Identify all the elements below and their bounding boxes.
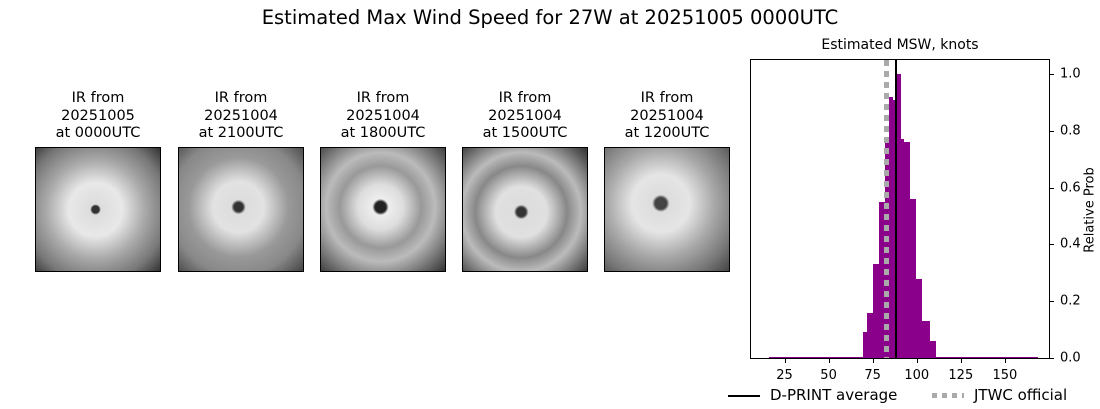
histogram-bar — [879, 201, 886, 358]
ir-image — [178, 147, 304, 272]
ir-caption: IR from 20251004 at 1500UTC — [482, 90, 568, 141]
ir-image — [35, 147, 161, 272]
ir-panel-2: IR from 20251004 at 2100UTC — [178, 90, 304, 272]
dotted-line-icon — [932, 393, 964, 398]
ir-caption: IR from 20251005 at 0000UTC — [55, 90, 141, 141]
histogram-bar — [897, 74, 902, 358]
figure-title: Estimated Max Wind Speed for 27W at 2025… — [261, 6, 839, 29]
ir-caption: IR from 20251004 at 1200UTC — [624, 90, 710, 141]
x-tick-label: 50 — [820, 368, 837, 383]
solid-line-icon — [728, 394, 760, 397]
x-tick — [1004, 359, 1006, 363]
y-tick — [1050, 130, 1054, 132]
histogram-bar — [873, 264, 880, 358]
histogram-bar — [889, 96, 894, 358]
histogram-bar — [768, 357, 864, 358]
y-tick-label: 1.0 — [1060, 66, 1081, 82]
x-tick-label: 125 — [948, 368, 974, 383]
histogram-bar — [909, 199, 916, 358]
ir-image — [604, 147, 730, 272]
ir-image — [462, 147, 588, 272]
y-tick — [1050, 244, 1054, 246]
histogram-bar — [915, 278, 922, 358]
x-tick-label: 150 — [992, 368, 1018, 383]
legend-jtwc: JTWC official — [932, 386, 1067, 404]
y-tick-label: 0.2 — [1060, 293, 1081, 309]
jtwc-official-line — [884, 60, 890, 358]
ir-panel-5: IR from 20251004 at 1200UTC — [604, 90, 730, 272]
x-tick — [828, 359, 830, 363]
x-tick-label: 75 — [864, 368, 881, 383]
y-tick-label: 0.4 — [1060, 236, 1081, 252]
histogram-bar — [935, 357, 1039, 358]
x-tick — [916, 359, 918, 363]
y-tick-label: 0.8 — [1060, 123, 1081, 139]
x-tick-label: 25 — [776, 368, 793, 383]
histogram-bar — [901, 139, 904, 358]
y-axis-label: Relative Prob — [1082, 167, 1098, 253]
histogram-bar — [867, 312, 874, 358]
histogram-bar — [863, 332, 868, 358]
y-tick-label: 0.6 — [1060, 180, 1081, 196]
y-tick — [1050, 358, 1054, 359]
x-tick — [960, 359, 962, 363]
y-tick — [1050, 301, 1054, 303]
ir-caption: IR from 20251004 at 2100UTC — [198, 90, 284, 141]
ir-panel-1: IR from 20251005 at 0000UTC — [35, 90, 161, 272]
x-tick — [872, 359, 874, 363]
legend-dprint: D-PRINT average — [728, 386, 897, 404]
y-tick-label: 0.0 — [1060, 350, 1081, 366]
x-tick — [784, 359, 786, 363]
y-tick — [1050, 187, 1054, 189]
x-tick-label: 100 — [904, 368, 930, 383]
ir-image — [320, 147, 446, 272]
dprint-average-line — [894, 60, 897, 358]
ir-panel-3: IR from 20251004 at 1800UTC — [320, 90, 446, 272]
ir-panel-4: IR from 20251004 at 1500UTC — [462, 90, 588, 272]
histogram-bar — [903, 142, 910, 358]
ir-caption: IR from 20251004 at 1800UTC — [340, 90, 426, 141]
chart-title: Estimated MSW, knots — [821, 37, 979, 53]
histogram-bar — [921, 321, 930, 358]
histogram-bar — [929, 340, 936, 358]
histogram-plot — [750, 59, 1050, 359]
y-tick — [1050, 74, 1054, 76]
